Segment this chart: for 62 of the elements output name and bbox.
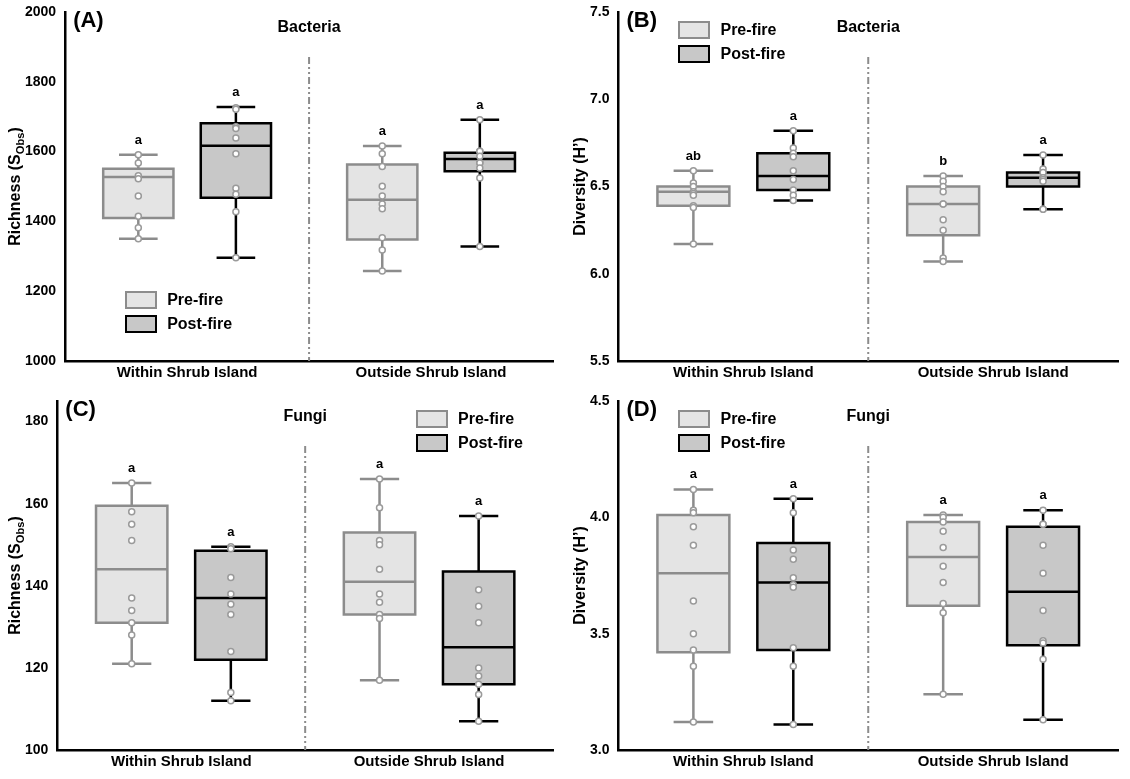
y-tick-label: 100: [25, 740, 49, 757]
legend-label: Post-fire: [458, 434, 523, 452]
y-tick-label: 4.5: [589, 391, 610, 408]
y-tick-label: 180: [25, 412, 49, 429]
x-tick-label: Outside Shrub Island: [917, 363, 1069, 381]
y-tick-label: 7.0: [589, 90, 610, 107]
annotation: a: [134, 131, 143, 147]
y-tick-label: 1800: [24, 72, 57, 89]
annotation: a: [789, 475, 798, 491]
annotation: a: [789, 107, 798, 123]
y-tick-label: 3.5: [589, 624, 610, 641]
chart-subtitle: (B): [626, 7, 658, 33]
annotation: a: [689, 466, 698, 482]
x-tick-label: Outside Shrub Island: [353, 752, 505, 770]
x-tick-label: Outside Shrub Island: [355, 363, 507, 381]
chart-subtitle: (A): [73, 7, 104, 33]
annotation: a: [1039, 487, 1048, 503]
x-tick-label: Within Shrub Island: [110, 752, 252, 770]
legend-label: Post-fire: [720, 434, 786, 452]
chart-title: Bacteria: [277, 18, 341, 36]
legend-label: Pre-fire: [458, 410, 515, 428]
chart-title: Fungi: [846, 407, 890, 425]
legend-label: Pre-fire: [720, 21, 777, 39]
annotation: a: [378, 123, 387, 139]
legend-label: Pre-fire: [167, 291, 224, 309]
y-tick-label: 1200: [24, 282, 57, 299]
y-tick-label: 1000: [24, 351, 57, 368]
annotation: a: [939, 492, 948, 508]
annotation: a: [476, 96, 485, 112]
y-axis-title: Diversity (H’): [571, 137, 589, 236]
x-tick-label: Within Shrub Island: [672, 363, 814, 381]
annotation: a: [375, 456, 384, 472]
chart-subtitle: (D): [626, 396, 658, 422]
y-tick-label: 5.5: [589, 351, 610, 368]
legend-label: Post-fire: [720, 45, 786, 63]
y-tick-label: 1400: [24, 212, 57, 229]
y-tick-label: 120: [25, 658, 49, 675]
annotation: a: [227, 523, 236, 539]
y-tick-label: 140: [25, 576, 49, 593]
annotation: a: [232, 84, 241, 100]
x-tick-label: Outside Shrub Island: [917, 752, 1069, 770]
y-tick-label: 2000: [24, 2, 57, 19]
legend-label: Pre-fire: [720, 410, 777, 428]
y-tick-label: 6.0: [589, 264, 610, 281]
chart-subtitle: (C): [65, 396, 96, 422]
y-tick-label: 160: [25, 494, 49, 511]
y-tick-label: 6.5: [589, 177, 610, 194]
y-tick-label: 1600: [24, 142, 57, 159]
legend-label: Post-fire: [167, 315, 233, 333]
annotation: a: [128, 460, 137, 476]
annotation: a: [1039, 132, 1048, 148]
y-axis-title: Diversity (H’): [571, 526, 589, 625]
x-tick-label: Within Shrub Island: [116, 363, 258, 381]
annotation: b: [939, 153, 948, 169]
y-tick-label: 4.0: [589, 508, 610, 525]
chart-title: Bacteria: [836, 18, 900, 36]
annotation: ab: [685, 147, 702, 163]
x-tick-label: Within Shrub Island: [672, 752, 814, 770]
y-tick-label: 7.5: [589, 2, 610, 19]
chart-title: Fungi: [283, 407, 327, 425]
y-tick-label: 3.0: [589, 740, 610, 757]
annotation: a: [475, 493, 484, 509]
